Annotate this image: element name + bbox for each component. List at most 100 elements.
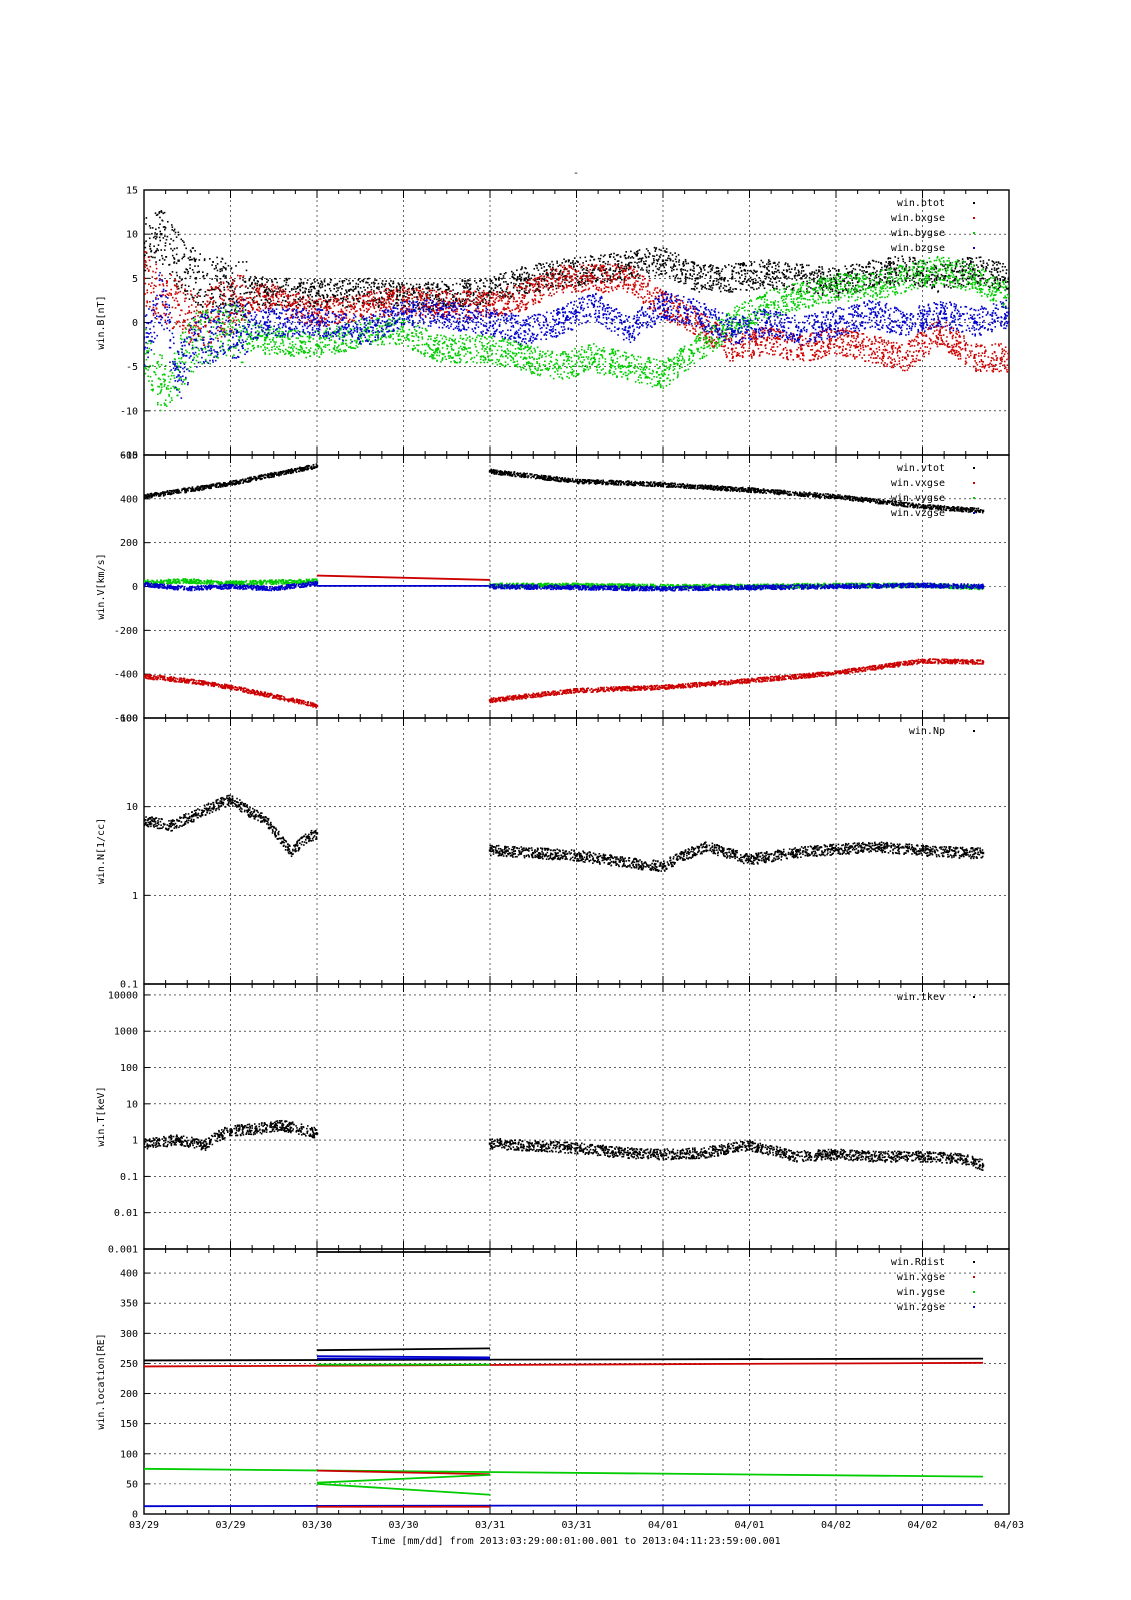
data-point <box>876 277 878 279</box>
data-point <box>966 279 968 281</box>
data-point <box>220 281 222 283</box>
data-point <box>788 286 790 288</box>
data-point <box>361 291 363 293</box>
data-point <box>719 275 721 277</box>
data-point <box>456 301 458 303</box>
data-point <box>677 324 679 326</box>
data-point <box>330 282 332 284</box>
data-point <box>177 259 179 261</box>
data-point <box>498 277 500 279</box>
data-point <box>884 269 886 271</box>
data-point <box>534 294 536 296</box>
data-point <box>725 354 727 356</box>
data-point <box>187 273 189 275</box>
data-point <box>585 260 587 262</box>
data-point <box>448 302 450 304</box>
data-point <box>516 304 518 306</box>
data-point <box>323 297 325 299</box>
data-point <box>761 341 763 343</box>
data-point <box>690 269 692 271</box>
data-point <box>693 273 695 275</box>
data-point <box>275 288 277 290</box>
data-point <box>258 290 260 292</box>
data-point <box>172 307 174 309</box>
data-point <box>892 280 894 282</box>
data-point <box>996 268 998 270</box>
data-point <box>1002 263 1004 265</box>
data-point <box>423 291 425 293</box>
data-point <box>683 283 685 285</box>
data-point <box>976 257 978 259</box>
data-point <box>311 308 313 310</box>
data-point <box>483 298 485 300</box>
data-point <box>415 296 417 298</box>
data-point <box>551 276 553 278</box>
data-point <box>421 292 423 294</box>
data-point <box>794 267 796 269</box>
data-point <box>167 221 169 223</box>
data-point <box>270 300 272 302</box>
data-point <box>670 322 672 324</box>
data-point <box>616 288 618 290</box>
data-point <box>290 317 292 319</box>
data-point <box>256 290 258 292</box>
data-point <box>743 347 745 349</box>
data-point <box>581 267 583 269</box>
data-point <box>603 282 605 284</box>
data-point <box>836 274 838 276</box>
data-point <box>666 272 668 274</box>
data-point <box>298 293 300 295</box>
data-point <box>220 291 222 293</box>
data-point <box>268 288 270 290</box>
data-point <box>686 263 688 265</box>
data-point <box>744 264 746 266</box>
data-point <box>166 280 168 282</box>
data-point <box>176 247 178 249</box>
data-point <box>473 293 475 295</box>
data-point <box>747 273 749 275</box>
data-point <box>723 287 725 289</box>
data-point <box>158 244 160 246</box>
data-point <box>718 273 720 275</box>
data-point <box>287 302 289 304</box>
data-point <box>404 287 406 289</box>
data-point <box>603 256 605 258</box>
data-point <box>775 265 777 267</box>
data-point <box>219 282 221 284</box>
data-point <box>556 270 558 272</box>
data-point <box>212 306 214 308</box>
data-point <box>308 291 310 293</box>
data-point <box>518 311 520 313</box>
data-point <box>197 304 199 306</box>
data-point <box>625 251 627 253</box>
data-point <box>605 263 607 265</box>
data-point <box>589 288 591 290</box>
data-point <box>673 269 675 271</box>
data-point <box>454 311 456 313</box>
data-point <box>192 296 194 298</box>
data-point <box>165 242 167 244</box>
data-point <box>297 301 299 303</box>
data-point <box>618 266 620 268</box>
data-point <box>258 306 260 308</box>
data-point <box>816 270 818 272</box>
data-point <box>563 258 565 260</box>
data-point <box>220 298 222 300</box>
data-point <box>204 258 206 260</box>
data-point <box>628 269 630 271</box>
data-point <box>297 307 299 309</box>
data-point <box>272 284 274 286</box>
data-point <box>153 291 155 293</box>
data-point <box>512 276 514 278</box>
data-point <box>266 289 268 291</box>
data-point <box>656 263 658 265</box>
data-point <box>378 283 380 285</box>
data-point <box>363 302 365 304</box>
data-point <box>242 305 244 307</box>
data-point <box>303 296 305 298</box>
data-point <box>463 304 465 306</box>
data-point <box>476 282 478 284</box>
data-point <box>148 270 150 272</box>
data-point <box>413 285 415 287</box>
data-point <box>483 285 485 287</box>
